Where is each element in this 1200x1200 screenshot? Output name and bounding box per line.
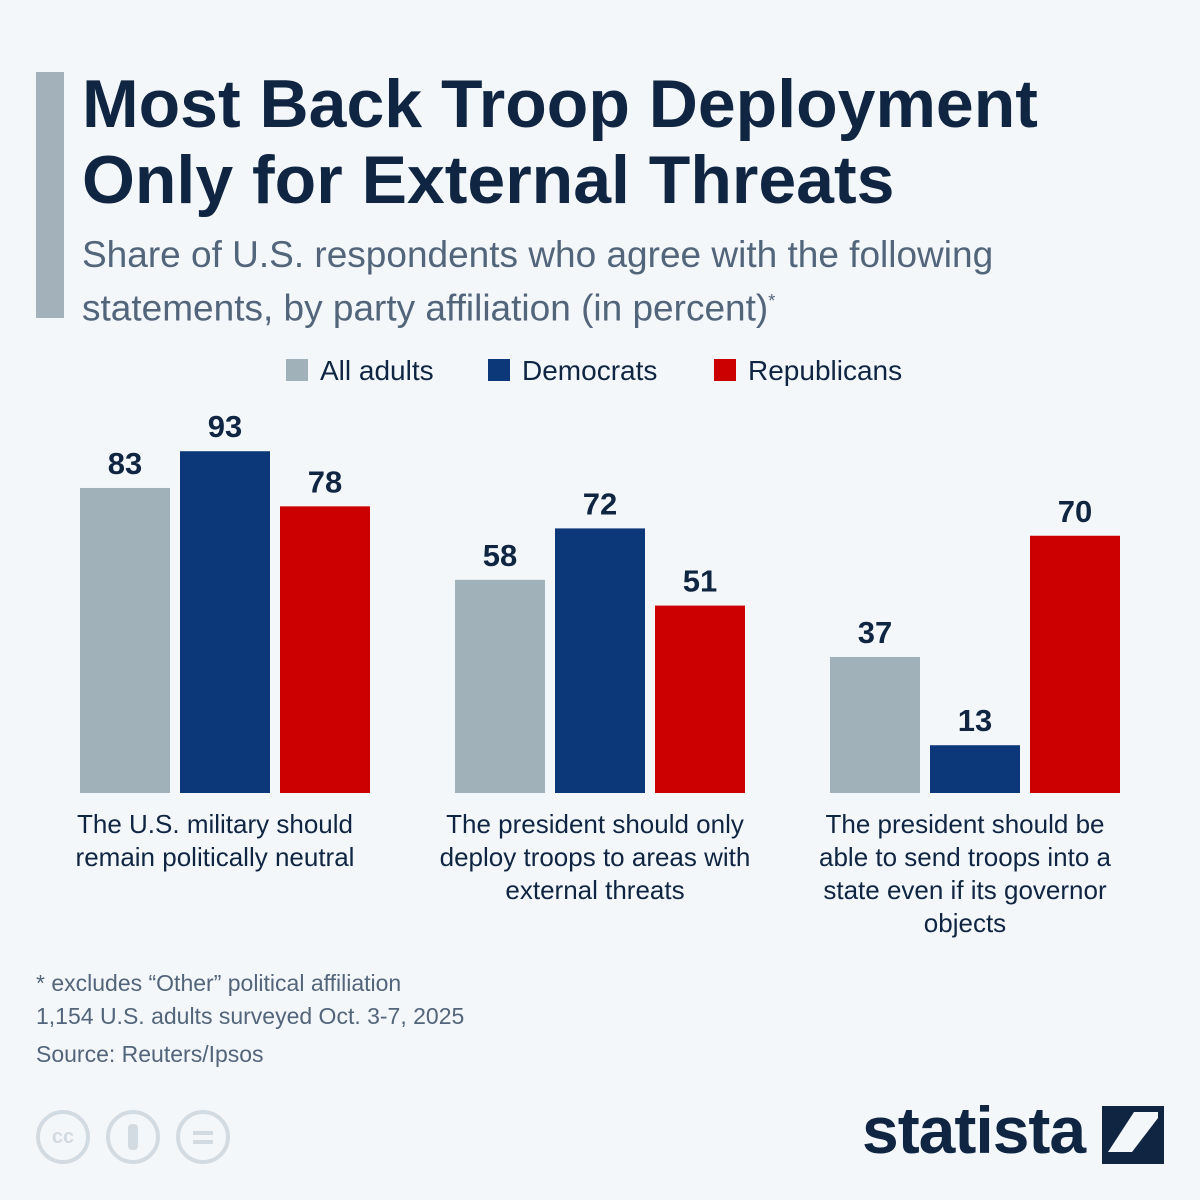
legend-swatch	[286, 359, 308, 381]
chart-subtitle: Share of U.S. respondents who agree with…	[82, 232, 1122, 331]
value-label: 72	[583, 486, 617, 521]
value-label: 83	[108, 446, 142, 481]
source: Source: Reuters/Ipsos	[36, 1041, 264, 1067]
x-tick-label: The president should be able to send tro…	[819, 809, 1111, 938]
value-label: 70	[1058, 494, 1092, 529]
legend-label: Republicans	[748, 355, 902, 386]
legend-label: All adults	[320, 355, 434, 386]
subtitle-marker: *	[768, 291, 776, 311]
legend-label: Democrats	[522, 355, 657, 386]
bar	[555, 528, 645, 793]
x-tick-label: The U.S. military should remain politica…	[75, 809, 355, 872]
x-tick-label: The president should only deploy troops …	[439, 809, 751, 905]
bar	[1030, 535, 1120, 793]
value-label: 51	[683, 564, 717, 599]
value-label: 37	[858, 615, 892, 650]
brand-logo	[1102, 1106, 1164, 1164]
chart-title: Most Back Troop Deployment Only for Exte…	[82, 66, 1038, 218]
legend-swatch	[488, 359, 510, 381]
bar	[280, 506, 370, 793]
value-label: 78	[308, 464, 342, 499]
note: * excludes “Other” political affiliation	[36, 970, 402, 996]
bar	[930, 745, 1020, 793]
value-label: 58	[483, 538, 517, 573]
value-label: 93	[208, 409, 242, 444]
bar	[655, 605, 745, 793]
bar	[455, 579, 545, 793]
value-label: 13	[958, 703, 992, 738]
license-icons: cc	[36, 1110, 230, 1164]
accent-bar	[36, 72, 64, 318]
legend-swatch	[714, 359, 736, 381]
bar	[180, 451, 270, 793]
note: 1,154 U.S. adults surveyed Oct. 3-7, 202…	[36, 1003, 465, 1029]
legend: All adults Democrats Republicans	[286, 355, 902, 386]
bar	[830, 657, 920, 793]
bar	[80, 487, 170, 793]
subtitle-text: Share of U.S. respondents who agree with…	[82, 234, 994, 329]
brand: statista	[862, 1093, 1086, 1167]
